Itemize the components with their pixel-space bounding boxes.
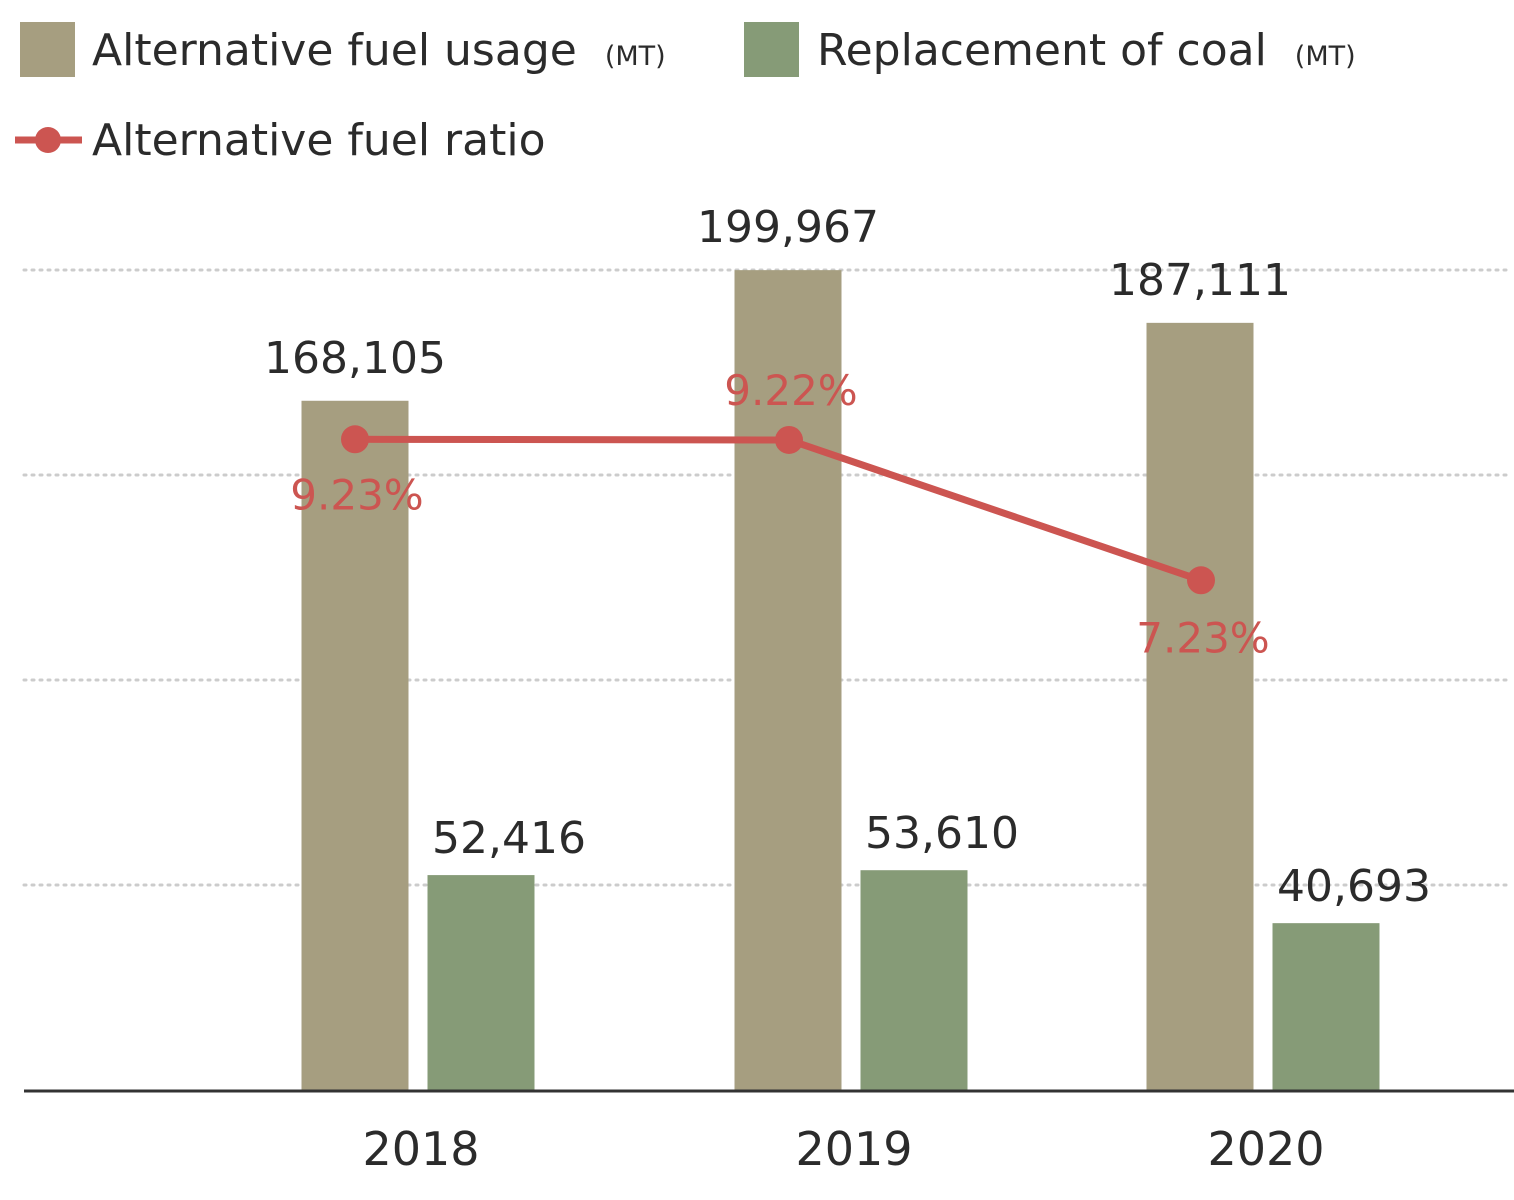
- x-tick-2020: 2020: [1207, 1122, 1324, 1176]
- bars: [301, 270, 1380, 1090]
- bar-fuel-usage-2018: [301, 400, 409, 1090]
- x-tick-labels: 2018 2019 2020: [362, 1122, 1324, 1176]
- bar-coal-2020: [1272, 923, 1380, 1090]
- bar-fuel-usage-2019: [734, 270, 842, 1090]
- bar-label-fuel-usage-2019: 199,967: [697, 202, 879, 253]
- bar-label-coal-2018: 52,416: [432, 813, 586, 864]
- x-tick-2019: 2019: [795, 1122, 912, 1176]
- ratio-line-series: 9.23% 9.22% 7.23%: [290, 366, 1269, 662]
- ratio-label-2018: 9.23%: [290, 470, 423, 519]
- ratio-point-2018: [341, 425, 369, 454]
- legend-label-fuel-usage: Alternative fuel usage (MT): [92, 25, 666, 76]
- legend-text-coal: Replacement of coal: [817, 25, 1267, 76]
- ratio-label-2020: 7.23%: [1136, 613, 1269, 662]
- legend-marker-ratio: [35, 127, 61, 153]
- x-tick-2018: 2018: [362, 1122, 479, 1176]
- bar-coal-2018: [427, 875, 535, 1090]
- bar-coal-2019: [860, 870, 968, 1090]
- legend-text-fuel-usage: Alternative fuel usage: [92, 25, 577, 76]
- ratio-label-2019: 9.22%: [724, 366, 857, 415]
- legend-label-coal: Replacement of coal (MT): [817, 25, 1356, 76]
- value-labels: 168,105 52,416 199,967 53,610 187,111 40,693: [264, 202, 1431, 912]
- bar-label-fuel-usage-2020: 187,111: [1109, 255, 1291, 306]
- bar-label-coal-2020: 40,693: [1277, 861, 1431, 912]
- legend-swatch-coal: [744, 22, 799, 77]
- bar-label-fuel-usage-2018: 168,105: [264, 333, 446, 384]
- ratio-point-2019: [775, 425, 803, 454]
- legend-swatch-fuel-usage: [20, 22, 75, 77]
- legend-label-ratio: Alternative fuel ratio: [92, 115, 546, 166]
- legend-unit-coal: (MT): [1295, 41, 1356, 72]
- bar-fuel-usage-2020: [1146, 322, 1254, 1090]
- ratio-point-2020: [1187, 566, 1215, 595]
- legend-unit-fuel-usage: (MT): [605, 41, 666, 72]
- gridlines: [22, 268, 1510, 887]
- bar-label-coal-2019: 53,610: [865, 808, 1019, 859]
- legend: Alternative fuel usage (MT) Replacement …: [15, 22, 1356, 166]
